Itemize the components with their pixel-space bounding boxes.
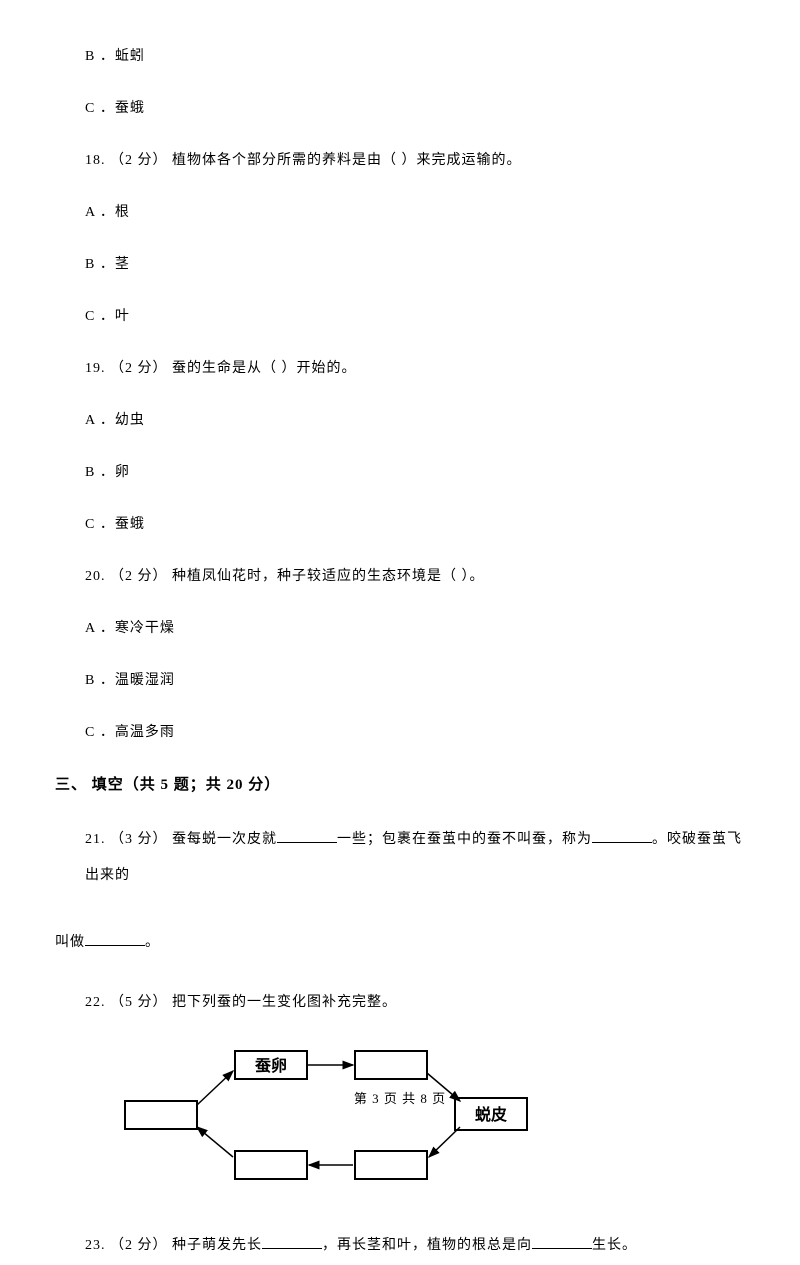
section-3-header: 三、 填空（共 5 题；共 20 分） (55, 773, 745, 794)
lifecycle-diagram: 蚕卵 蜕皮 (115, 1043, 745, 1198)
q21-part2: 一些；包裹在蚕茧中的蚕不叫蚕，称为 (337, 832, 592, 847)
q19-option-b: B ．卵 (85, 461, 745, 481)
q23-part2: ，再长茎和叶，植物的根总是向 (322, 1238, 532, 1253)
option-b-earthworm: B ．蚯蚓 (85, 45, 745, 65)
question-19: 19. （2 分） 蚕的生命是从（ ）开始的。 (85, 357, 745, 377)
q21-blank1[interactable] (277, 827, 337, 843)
question-21: 21. （3 分） 蚕每蜕一次皮就一些；包裹在蚕茧中的蚕不叫蚕，称为。咬破蚕茧飞… (85, 822, 745, 895)
q18-option-c: C ．叶 (85, 305, 745, 325)
option-c-silkmoth: C ．蚕蛾 (85, 97, 745, 117)
q23-part1: 23. （2 分） 种子萌发先长 (85, 1238, 262, 1253)
q20-option-c: C ．高温多雨 (85, 721, 745, 741)
q23-part3: 生长。 (592, 1238, 637, 1253)
q21-part5: 。 (145, 935, 160, 950)
box-egg-label: 蚕卵 (254, 1056, 287, 1075)
lifecycle-svg: 蚕卵 蜕皮 (115, 1043, 535, 1193)
question-21-cont: 叫做 。 (55, 925, 745, 961)
page-footer: 第 3 页 共 8 页 (0, 1088, 800, 1107)
q19-option-c: C ．蚕蛾 (85, 513, 745, 533)
box-molt-label: 蜕皮 (475, 1105, 507, 1124)
question-18: 18. （2 分） 植物体各个部分所需的养料是由（ ）来完成运输的。 (85, 149, 745, 169)
q21-blank2[interactable] (592, 827, 652, 843)
question-22: 22. （5 分） 把下列蚕的一生变化图补充完整。 (85, 991, 745, 1011)
question-23: 23. （2 分） 种子萌发先长 ，再长茎和叶，植物的根总是向 生长。 (85, 1228, 745, 1264)
q23-blank2[interactable] (532, 1233, 592, 1249)
q21-part4: 叫做 (55, 935, 85, 950)
q21-blank3[interactable] (85, 930, 145, 946)
box-bottom-left[interactable] (235, 1151, 307, 1179)
q20-option-a: A ．寒冷干燥 (85, 617, 745, 637)
q18-option-b: B ．茎 (85, 253, 745, 273)
q21-part1: 21. （3 分） 蚕每蜕一次皮就 (85, 832, 277, 847)
box-top-right[interactable] (355, 1051, 427, 1079)
question-20: 20. （2 分） 种植凤仙花时，种子较适应的生态环境是（ ）。 (85, 565, 745, 585)
q23-blank1[interactable] (262, 1233, 322, 1249)
box-bottom-right[interactable] (355, 1151, 427, 1179)
q20-option-b: B ．温暖湿润 (85, 669, 745, 689)
q18-option-a: A ．根 (85, 201, 745, 221)
q19-option-a: A ．幼虫 (85, 409, 745, 429)
